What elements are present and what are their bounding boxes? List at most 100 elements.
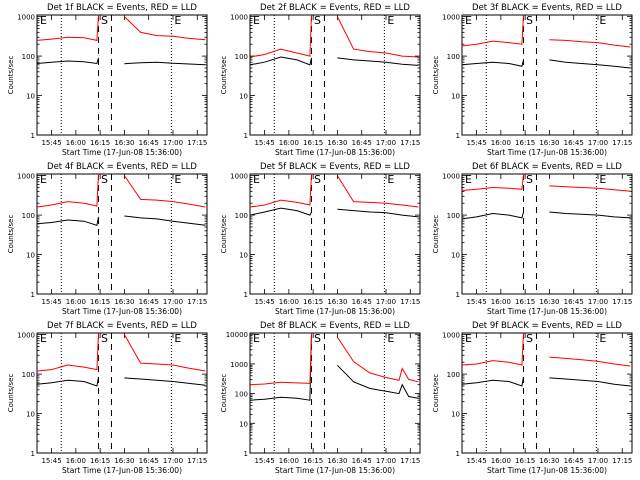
x-tick-label: 15:45: [41, 139, 61, 147]
y-tick-label: 10: [26, 93, 35, 101]
x-axis-label: Start Time (17-Jun-08 15:36:00): [487, 148, 607, 157]
x-tick-label: 16:45: [352, 139, 372, 147]
interval-marker: S: [314, 173, 321, 186]
chart-title: Det 1f BLACK = Events, RED = LLD: [47, 3, 197, 13]
y-tick-label: 10000: [226, 331, 248, 339]
chart-title: Det 9f BLACK = Events, RED = LLD: [472, 321, 622, 331]
interval-marker: E: [465, 173, 472, 186]
series-line-lld: [36, 173, 206, 208]
chart-title: Det 7f BLACK = Events, RED = LLD: [47, 321, 197, 331]
chart-panel-9: Det 9f BLACK = Events, RED = LLD 1 10 100 10…: [432, 321, 633, 475]
y-tick-label: 1: [456, 291, 460, 299]
series-line-lld: [461, 14, 631, 48]
x-axis-label: Start Time (17-Jun-08 15:36:00): [275, 307, 395, 316]
plot-frame: [36, 332, 208, 454]
x-tick-label: 16:30: [327, 298, 347, 306]
x-tick-label: 16:00: [491, 298, 511, 306]
chart-panel-8: Det 8f BLACK = Events, RED = LLD 1 10 100 10…: [220, 321, 421, 475]
y-tick-label: 100: [447, 53, 460, 61]
plot-frame: [461, 14, 633, 136]
y-tick-label: 1: [244, 450, 248, 458]
x-tick-label: 16:15: [303, 139, 323, 147]
x-tick-label: 16:45: [564, 139, 584, 147]
series-line-events: [249, 332, 419, 401]
interval-marker: S: [101, 332, 108, 345]
x-tick-label: 15:45: [41, 298, 61, 306]
x-tick-label: 17:15: [400, 298, 420, 306]
interval-marker: S: [526, 173, 533, 186]
x-tick-label: 16:45: [139, 139, 159, 147]
chart-panel-5: Det 5f BLACK = Events, RED = LLD 1 10 100 10…: [220, 162, 421, 316]
y-tick-label: 10: [26, 252, 35, 260]
interval-marker: E: [599, 173, 606, 186]
y-axis-label: Counts/sec: [220, 56, 228, 95]
x-tick-label: 15:45: [41, 457, 61, 465]
chart-panel-3: Det 3f BLACK = Events, RED = LLD 1 10 100 10…: [432, 3, 633, 157]
interval-marker: E: [40, 14, 47, 27]
x-axis-label: Start Time (17-Jun-08 15:36:00): [275, 466, 395, 475]
interval-marker: E: [174, 14, 181, 27]
y-axis-label: Counts/sec: [432, 56, 440, 95]
x-tick-label: 17:00: [376, 139, 396, 147]
plot-frame: [36, 14, 208, 136]
y-tick-label: 100: [22, 371, 35, 379]
y-tick-label: 100: [447, 212, 460, 220]
interval-marker: S: [101, 14, 108, 27]
y-tick-label: 1000: [17, 173, 35, 181]
x-tick-label: 17:15: [612, 139, 632, 147]
y-tick-label: 10: [239, 93, 248, 101]
x-tick-label: 16:45: [352, 298, 372, 306]
chart-title: Det 8f BLACK = Events, RED = LLD: [260, 321, 410, 331]
x-tick-label: 17:15: [187, 298, 207, 306]
x-tick-label: 16:00: [66, 457, 86, 465]
y-axis-label: Counts/sec: [7, 374, 15, 413]
interval-marker: E: [253, 173, 260, 186]
chart-panel-7: Det 7f BLACK = Events, RED = LLD 1 10 100 10…: [7, 321, 208, 475]
x-tick-label: 16:15: [515, 298, 535, 306]
y-tick-label: 10: [239, 252, 248, 260]
x-tick-label: 16:00: [491, 139, 511, 147]
y-tick-label: 1000: [230, 14, 248, 22]
y-axis-label: Counts/sec: [432, 374, 440, 413]
x-tick-label: 15:45: [254, 139, 274, 147]
series-line-events: [36, 57, 206, 66]
x-tick-label: 16:15: [303, 298, 323, 306]
interval-marker: E: [599, 14, 606, 27]
interval-marker: E: [599, 332, 606, 345]
series-line-events: [461, 59, 631, 69]
chart-panel-1: Det 1f BLACK = Events, RED = LLD 1 10 100 10…: [7, 3, 208, 157]
interval-marker: E: [465, 14, 472, 27]
y-tick-label: 1: [244, 291, 248, 299]
interval-marker: E: [40, 173, 47, 186]
x-tick-label: 15:45: [466, 139, 486, 147]
interval-marker: E: [174, 173, 181, 186]
x-tick-label: 16:00: [279, 298, 299, 306]
x-tick-label: 17:00: [163, 298, 183, 306]
y-tick-label: 10: [451, 411, 460, 419]
plot-frame: [461, 173, 633, 295]
interval-marker: E: [465, 332, 472, 345]
plot-frame: [249, 14, 421, 136]
y-tick-label: 1: [31, 450, 35, 458]
x-tick-label: 16:00: [279, 139, 299, 147]
x-tick-label: 16:45: [564, 298, 584, 306]
interval-marker: S: [101, 173, 108, 186]
x-axis-label: Start Time (17-Jun-08 15:36:00): [487, 307, 607, 316]
x-tick-label: 16:30: [539, 139, 559, 147]
x-tick-label: 16:15: [303, 457, 323, 465]
x-tick-label: 16:30: [114, 457, 134, 465]
chart-title: Det 5f BLACK = Events, RED = LLD: [260, 162, 410, 172]
plot-frame: [36, 173, 208, 295]
interval-marker: E: [387, 14, 394, 27]
y-axis-label: Counts/sec: [220, 215, 228, 254]
x-tick-label: 15:45: [254, 298, 274, 306]
x-tick-label: 16:15: [515, 139, 535, 147]
y-tick-label: 1000: [442, 173, 460, 181]
chart-title: Det 3f BLACK = Events, RED = LLD: [472, 3, 622, 13]
interval-marker: E: [40, 332, 47, 345]
x-axis-label: Start Time (17-Jun-08 15:36:00): [62, 148, 182, 157]
x-tick-label: 16:30: [539, 457, 559, 465]
interval-marker: S: [314, 332, 321, 345]
series-line-lld: [461, 332, 631, 367]
